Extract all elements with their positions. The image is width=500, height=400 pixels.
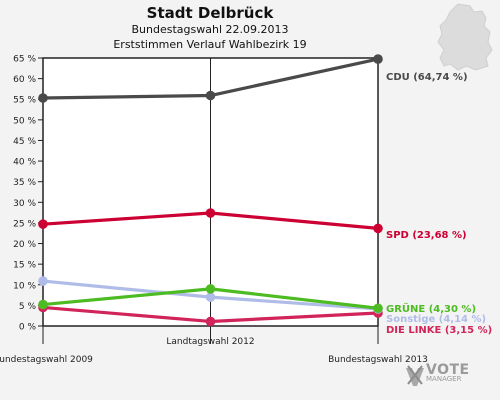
data-point	[205, 208, 216, 218]
y-tick-label: 60 %	[13, 75, 36, 85]
vote-manager-logo: VOTE MANAGER	[426, 362, 470, 383]
y-tick-label: 30 %	[13, 199, 36, 209]
x-tick-label: Bundestagswahl 2013	[328, 355, 428, 365]
y-tick-label: 5 %	[19, 302, 37, 312]
y-tick-label: 10 %	[13, 281, 36, 291]
germany-map-icon	[437, 3, 493, 71]
y-tick-label: 15 %	[13, 261, 36, 271]
y-tick-label: 20 %	[13, 240, 36, 250]
brand-line1: VOTE	[426, 362, 470, 378]
data-point	[205, 284, 216, 294]
y-tick-label: 0 %	[19, 323, 37, 333]
y-tick-label: 35 %	[13, 178, 36, 188]
chart-title: Stadt Delbrück	[146, 4, 274, 22]
y-tick-label: 55 %	[13, 96, 36, 106]
x-tick-label: Bundestagswahl 2009	[0, 355, 93, 365]
y-tick-label: 65 %	[13, 55, 36, 65]
data-point	[38, 276, 48, 286]
y-tick-label: 50 %	[13, 116, 36, 126]
series-end-label: DIE LINKE (3,15 %)	[386, 325, 492, 336]
data-point	[38, 219, 48, 229]
y-tick-label: 45 %	[13, 137, 36, 147]
data-point	[205, 90, 216, 101]
data-point	[373, 223, 383, 234]
y-tick-label: 40 %	[13, 158, 36, 168]
data-point	[205, 292, 216, 302]
x-tick-label: Landtagswahl 2012	[166, 337, 254, 347]
chart-subtitle: Bundestagswahl 22.09.2013	[131, 23, 289, 36]
data-point	[373, 54, 383, 64]
data-point	[205, 316, 216, 327]
series-end-label: GRÜNE (4,30 %)	[386, 301, 476, 315]
data-point	[38, 93, 48, 103]
series-end-label: SPD (23,68 %)	[386, 230, 467, 241]
chart-subsubtitle: Erststimmen Verlauf Wahlbezirk 19	[113, 38, 307, 51]
y-tick-label: 25 %	[13, 219, 36, 229]
series-end-label: Sonstige (4,14 %)	[386, 314, 486, 325]
brand-line2: MANAGER	[426, 375, 462, 383]
series-end-label: CDU (64,74 %)	[386, 72, 468, 83]
vote-manager-logo-icon	[406, 365, 424, 386]
data-point	[38, 299, 48, 310]
data-point	[373, 303, 383, 314]
